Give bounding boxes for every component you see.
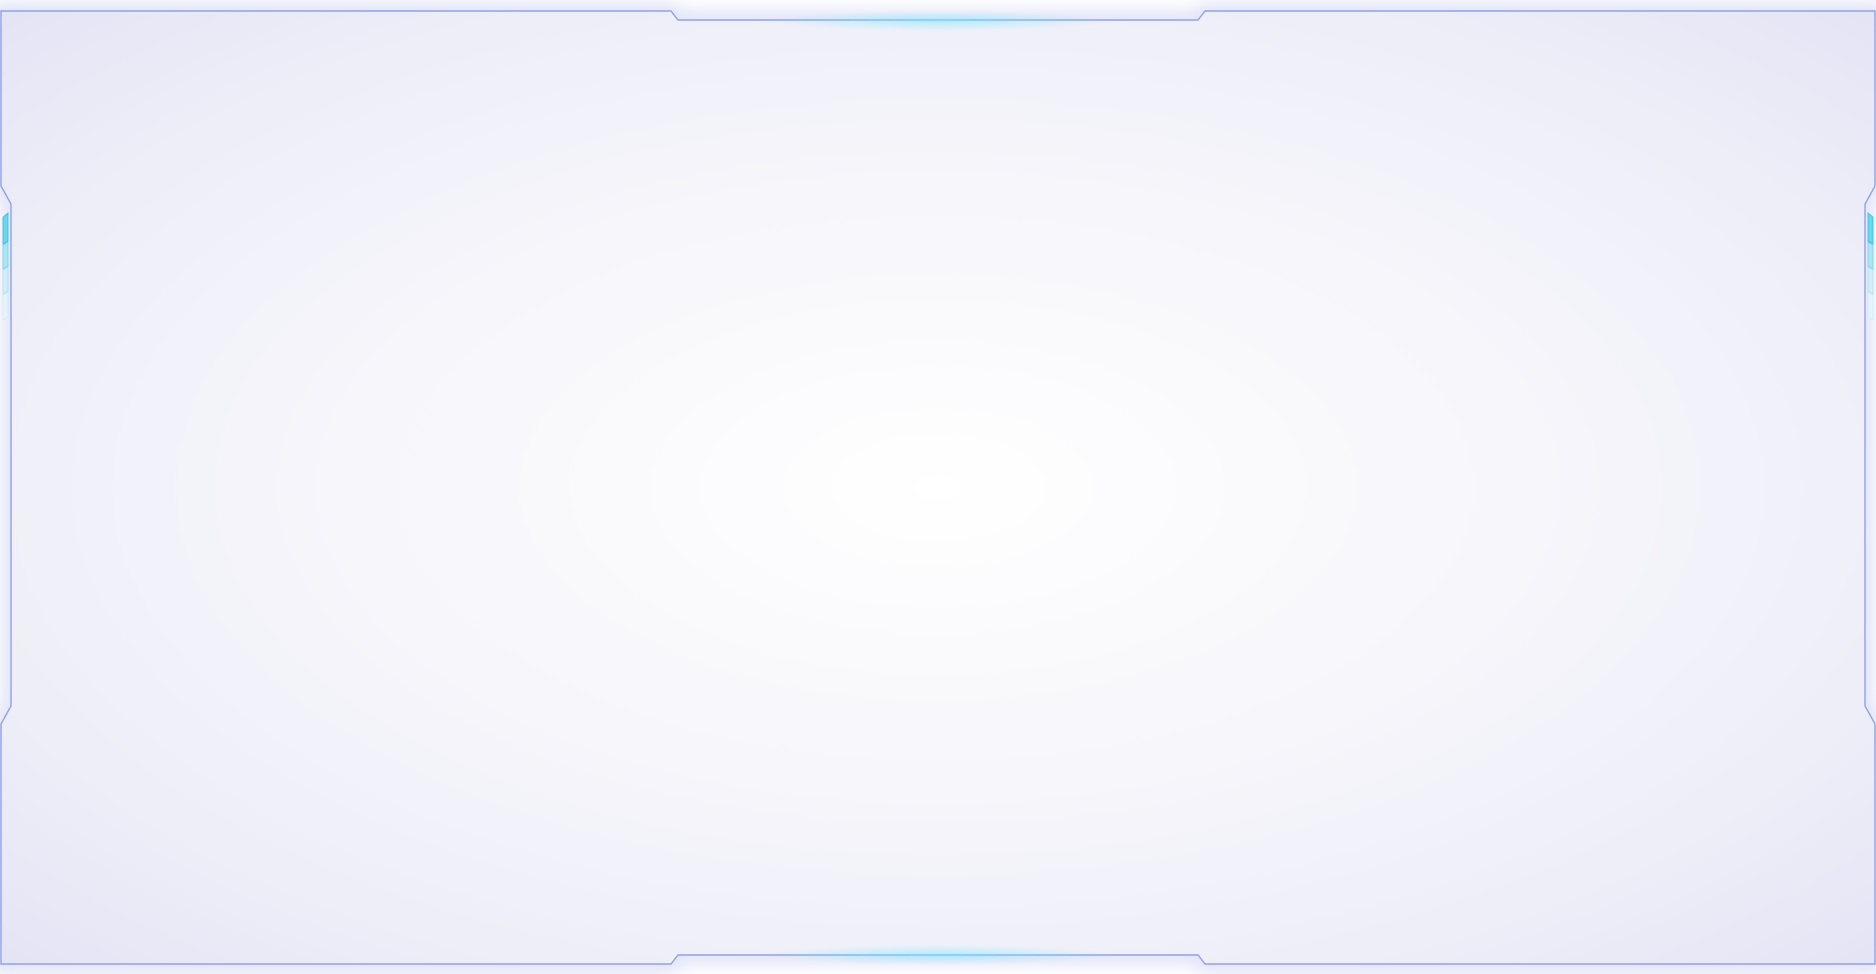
right-segmented-indicator-icon — [1867, 212, 1874, 321]
panel-content-area — [12, 22, 1864, 954]
left-segmented-indicator-icon — [2, 212, 9, 321]
panel-body — [0, 10, 1876, 965]
